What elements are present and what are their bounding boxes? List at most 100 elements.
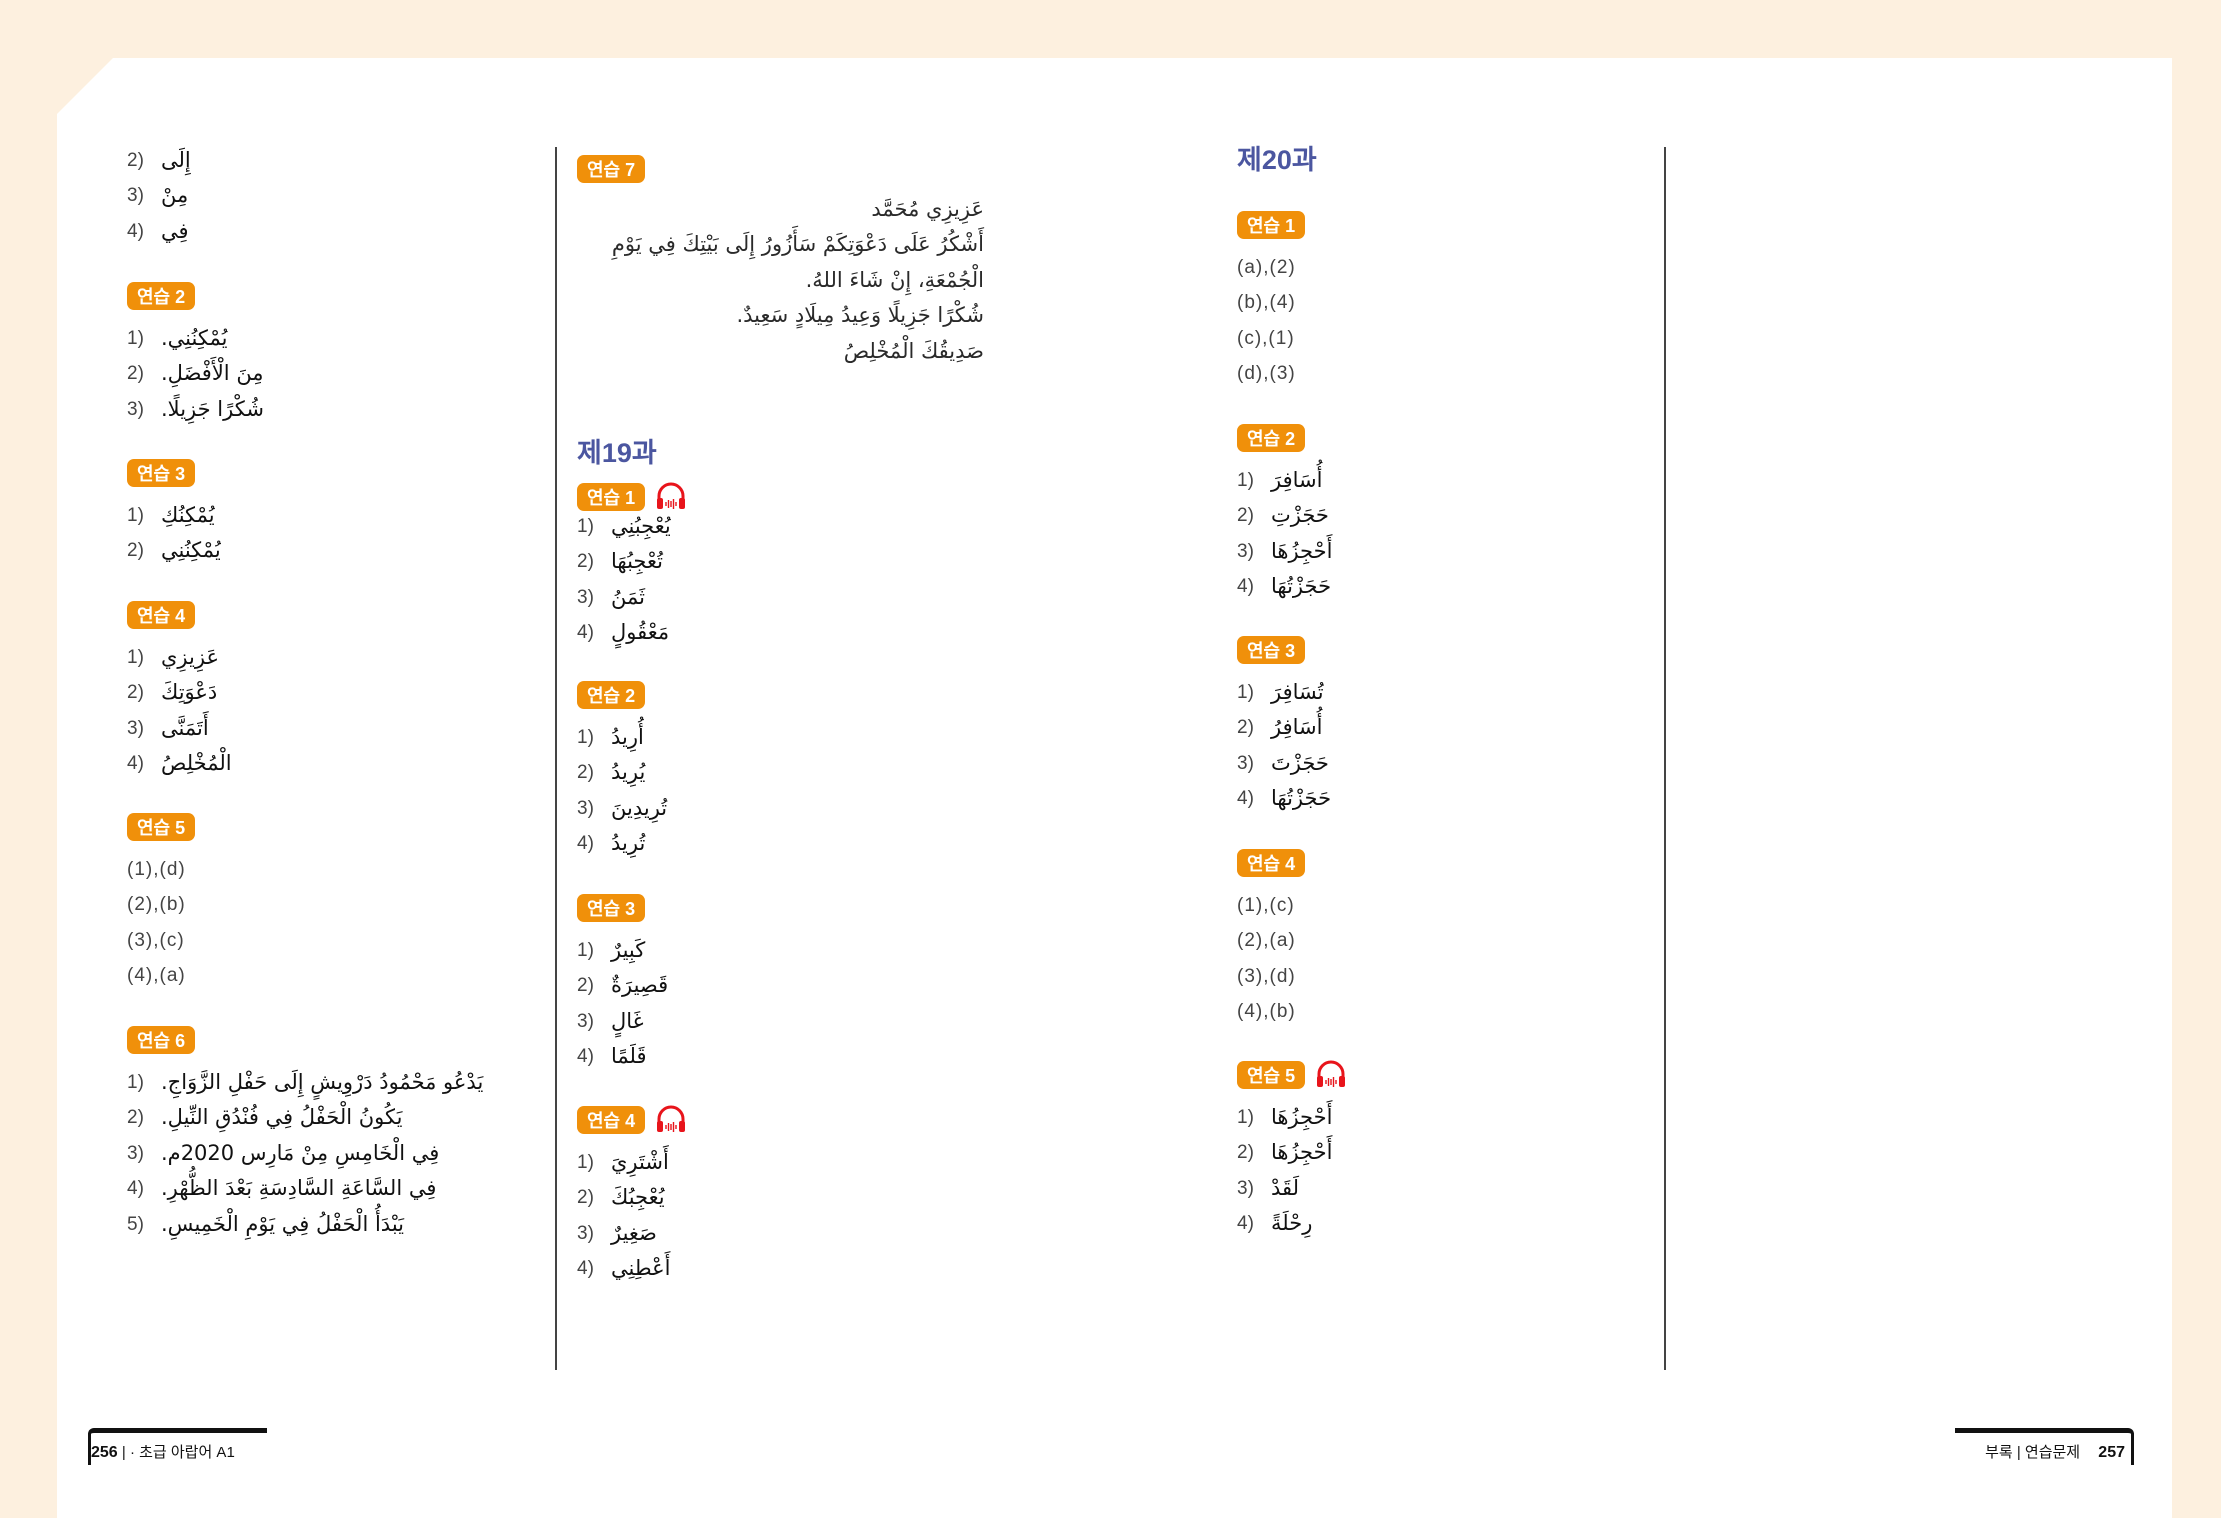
answer-arabic: تُسَافِرَ bbox=[1271, 680, 1324, 704]
exercise-section: 연습 6 1) يَدْعُو مَحْمُودُ دَرْوِيشٍ إِلَى … bbox=[127, 1026, 483, 1242]
answer-item: 2) يُرِيدُ bbox=[577, 755, 667, 790]
answer-item: 1) أُسَافِرَ bbox=[1237, 463, 1332, 498]
exercise-header: 연습 3 bbox=[127, 459, 221, 487]
exercise-header: 연습 3 bbox=[1237, 636, 1331, 664]
answer-arabic: يُمْكِنُنِي bbox=[161, 538, 221, 563]
answer-arabic: حَجَزْتِ bbox=[1271, 503, 1329, 528]
answer-item: 4) أَعْطِنِي bbox=[577, 1251, 687, 1286]
answer-arabic: أَعْطِنِي bbox=[611, 1256, 671, 1281]
answer-arabic: غَالٍ bbox=[611, 1008, 644, 1033]
answer-item: (1),(c) bbox=[1237, 888, 1305, 923]
exercise-header: 연습 6 bbox=[127, 1026, 483, 1054]
answer-text: (1),(c) bbox=[1237, 895, 1295, 916]
answer-item: 4) رِحْلَةً bbox=[1237, 1206, 1347, 1241]
column-divider bbox=[1664, 147, 1666, 1370]
answer-number: 2) bbox=[1237, 1142, 1254, 1164]
answer-item: 3) لَقَدْ bbox=[1237, 1171, 1347, 1206]
answer-arabic: يُمْكِنُنِي. bbox=[161, 326, 228, 350]
letter-answer: عَزِيزِي مُحَمَّد أَشْكُرُ عَلَى دَعْوَتِ… bbox=[577, 192, 984, 369]
exercise-badge: 연습 1 bbox=[1237, 211, 1306, 239]
answer-arabic: أُرِيدُ bbox=[611, 725, 644, 749]
answer-arabic: يُرِيدُ bbox=[611, 760, 646, 785]
answer-number: 5) bbox=[127, 1213, 144, 1235]
exercise-badge: 연습 2 bbox=[1237, 424, 1306, 452]
answer-number: 3) bbox=[1237, 540, 1254, 562]
answer-list: 1) عَزِيزِي 2) دَعْوَتِكَ 3) أَتَمَنَّى 4) الْم… bbox=[127, 640, 232, 782]
answer-list: 1) أُرِيدُ 2) يُرِيدُ 3) تُرِيدِينَ 4) تُرِيدُ bbox=[577, 720, 667, 862]
answer-list: 2) إِلَى 3) مِنْ 4) فِي bbox=[127, 143, 191, 249]
answer-arabic: أَحْجِزُهَا bbox=[1271, 1140, 1333, 1165]
exercise-badge: 연습 2 bbox=[577, 681, 646, 709]
answer-item: 1) يَدْعُو مَحْمُودُ دَرْوِيشٍ إِلَى حَفْ… bbox=[127, 1065, 483, 1100]
exercise-badge: 연습 2 bbox=[127, 282, 196, 310]
footer-left: 256 | · 초급 아랍어 A1 bbox=[88, 1428, 267, 1465]
answer-text: (2),(b) bbox=[127, 894, 186, 916]
answer-item: 2) قَصِيرَةٌ bbox=[577, 968, 668, 1003]
answer-item: (1),(d) bbox=[127, 852, 195, 887]
exercise-header: 연습 2 bbox=[127, 282, 264, 310]
answer-number: 3) bbox=[127, 717, 144, 739]
exercise-header: 연습 4 bbox=[1237, 849, 1306, 877]
answer-list: 1) أُسَافِرَ 2) حَجَزْتِ 3) أَحْجِزُهَا 4) حَجَ… bbox=[1237, 463, 1332, 605]
headphone-audio-icon[interactable] bbox=[655, 1105, 687, 1135]
footer-left-text: | · 초급 아랍어 A1 bbox=[121, 1444, 235, 1461]
answer-arabic: يَدْعُو مَحْمُودُ دَرْوِيشٍ إِلَى حَفْلِ… bbox=[161, 1070, 484, 1094]
answer-text: (c),(1) bbox=[1237, 327, 1295, 349]
answer-item: 1) يُعْجِبُنِي bbox=[577, 509, 687, 544]
answer-item: (4),(b) bbox=[1237, 994, 1305, 1029]
exercise-section: 연습 5 1) أَحْجِزُهَا 2) أَحْجِزُهَا 3) لَقَدْ 4)… bbox=[1237, 1060, 1347, 1242]
answer-arabic: أُسَافِرَ bbox=[1271, 468, 1323, 492]
exercise-badge: 연습 3 bbox=[1237, 636, 1306, 664]
headphone-audio-icon[interactable] bbox=[1315, 1060, 1347, 1090]
letter-line: الْجُمْعَةِ، إِنْ شَاءَ اللهُ. bbox=[805, 267, 984, 292]
exercise-badge: 연습 7 bbox=[577, 155, 646, 183]
exercise-section: 연습 4 1) أَشْتَرِيَ 2) يُعْجِبُكَ 3) صَغِيرٌ 4) أ… bbox=[577, 1105, 687, 1287]
answer-arabic: فِي السَّاعَةِ السَّادِسَةِ بَعْدَ الظُّ… bbox=[161, 1176, 437, 1201]
exercise-badge: 연습 3 bbox=[577, 894, 646, 922]
answer-arabic: أَتَمَنَّى bbox=[161, 715, 209, 740]
answer-item: 2) أُسَافِرُ bbox=[1237, 710, 1331, 745]
answer-item: (d),(3) bbox=[1237, 356, 1305, 391]
answer-number: 1) bbox=[1237, 1107, 1254, 1128]
answer-arabic: صَغِيرٌ bbox=[611, 1220, 657, 1245]
headphone-audio-icon[interactable] bbox=[655, 482, 687, 512]
answer-arabic: تُرِيدُ bbox=[611, 831, 646, 856]
answer-list: 1) تُسَافِرَ 2) أُسَافِرُ 3) حَجَزْتَ 4) حَجَزْ… bbox=[1237, 675, 1331, 817]
answer-arabic: حَجَزْتُهَا bbox=[1271, 574, 1332, 599]
answer-number: 2) bbox=[127, 150, 144, 171]
answer-item: 3) ثَمَنُ bbox=[577, 580, 687, 615]
answer-number: 3) bbox=[577, 586, 594, 608]
answer-number: 1) bbox=[577, 516, 594, 537]
answer-list: 1) أَشْتَرِيَ 2) يُعْجِبُكَ 3) صَغِيرٌ 4) أَعْط… bbox=[577, 1145, 687, 1287]
exercise-badge: 연습 4 bbox=[1237, 849, 1306, 877]
answer-number: 4) bbox=[127, 220, 144, 242]
answer-number: 1) bbox=[127, 505, 144, 526]
answer-number: 2) bbox=[577, 975, 594, 997]
answer-item: 5) يَبْدَأُ الْحَفْلُ فِي يَوْمِ الْخَمِي… bbox=[127, 1207, 483, 1242]
answer-item: 1) أَحْجِزُهَا bbox=[1237, 1100, 1347, 1135]
answer-arabic: تُعْجِبُهَا bbox=[611, 549, 663, 574]
exercise-section: 연습 3 1) تُسَافِرَ 2) أُسَافِرُ 3) حَجَزْتَ 4) حَ… bbox=[1237, 636, 1331, 817]
answer-arabic: كَبِيرٌ bbox=[611, 938, 646, 962]
answer-item: 3) مِنْ bbox=[127, 178, 191, 213]
answer-arabic: إِلَى bbox=[161, 148, 191, 172]
answer-item: (4),(a) bbox=[127, 958, 195, 993]
answer-number: 3) bbox=[577, 1010, 594, 1032]
answer-number: 4) bbox=[127, 753, 144, 775]
answer-text: (4),(b) bbox=[1237, 1001, 1296, 1023]
exercise-section: 연습 1 1) يُعْجِبُنِي 2) تُعْجِبُهَا 3) ثَمَنُ 4)… bbox=[577, 482, 687, 651]
answer-item: 4) فِي السَّاعَةِ السَّادِسَةِ بَعْدَ الظ… bbox=[127, 1171, 483, 1206]
answer-number: 4) bbox=[127, 1178, 144, 1200]
exercise-header: 연습 5 bbox=[1237, 1060, 1347, 1090]
exercise-section: 연습 4 1) عَزِيزِي 2) دَعْوَتِكَ 3) أَتَمَنَّى 4)… bbox=[127, 601, 232, 782]
answer-item: 2) يُمْكِنُنِي bbox=[127, 533, 221, 568]
exercise-header: 연습 7 bbox=[577, 155, 984, 183]
answer-item: (2),(b) bbox=[127, 887, 195, 922]
letter-line: أَشْكُرُ عَلَى دَعْوَتِكَمْ سَأَزُورُ إِ… bbox=[611, 232, 984, 257]
answer-number: 1) bbox=[1237, 470, 1254, 491]
answer-item: 4) فِي bbox=[127, 214, 191, 249]
exercise-badge: 연습 1 bbox=[577, 483, 646, 511]
footer-right-text: 부록 | 연습문제 bbox=[1985, 1444, 2081, 1461]
answer-number: 2) bbox=[577, 762, 594, 784]
answer-text: (3),(c) bbox=[127, 929, 185, 951]
